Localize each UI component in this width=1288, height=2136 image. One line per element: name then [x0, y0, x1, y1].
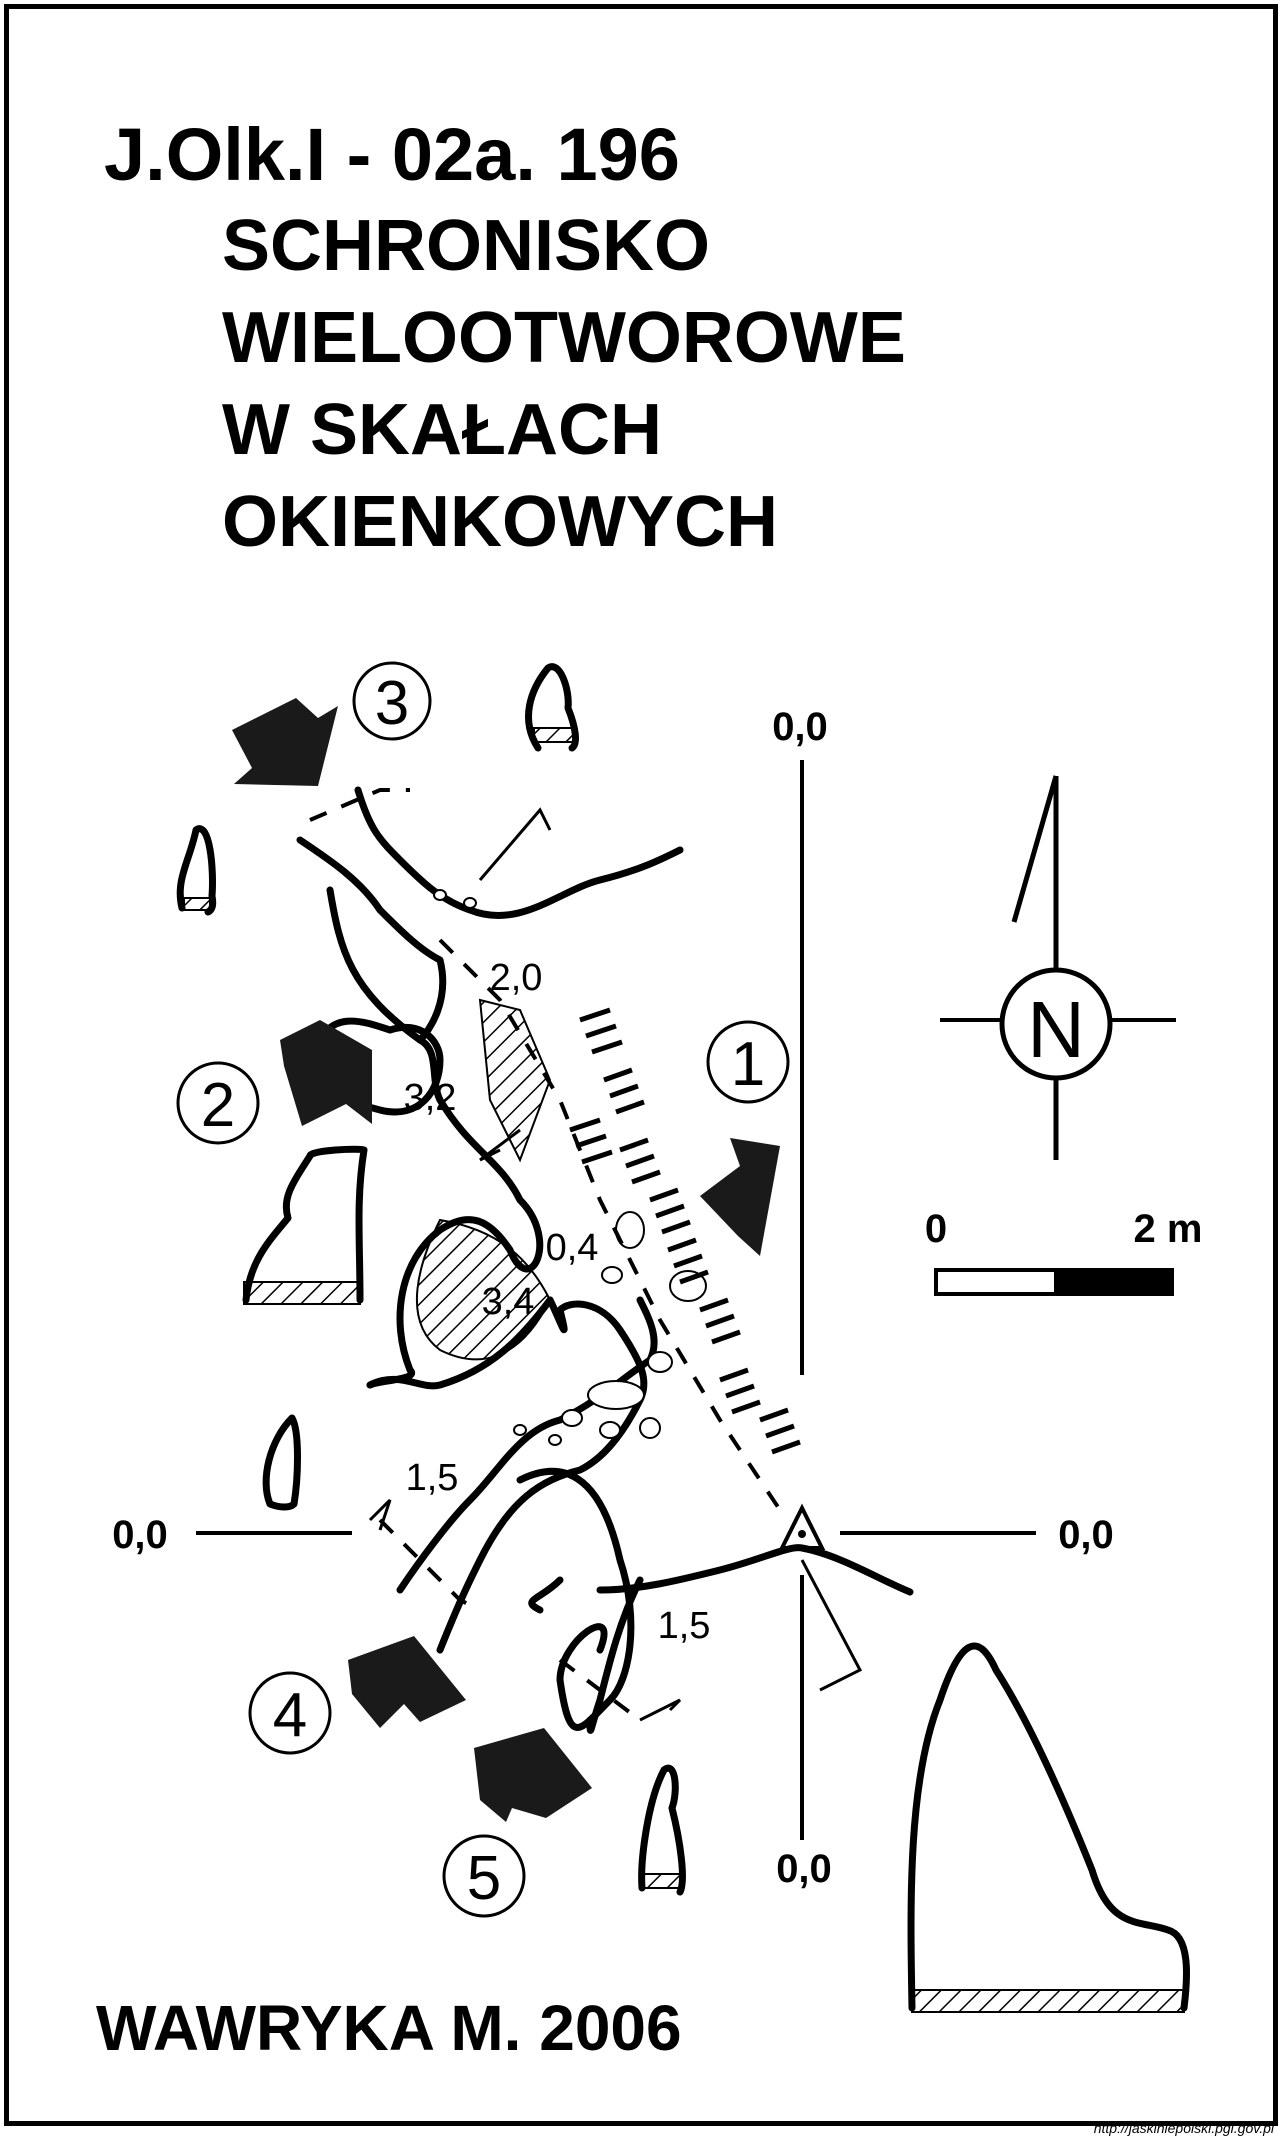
source-url: http://jaskiniepolski.pgi.gov.pl	[1093, 2120, 1274, 2136]
cave-name-line-4: OKIENKOWYCH	[222, 482, 778, 562]
rock-overhang-band	[569, 1007, 801, 1455]
axis-label-top: 0,0	[772, 705, 828, 749]
cave-name-line-3: W SKAŁACH	[222, 390, 662, 470]
axis-label-left: 0,0	[112, 1513, 168, 1557]
entrance-arrow-icon	[700, 1138, 780, 1256]
height-label: 0,4	[546, 1227, 599, 1269]
section-arrows	[368, 807, 863, 1722]
height-label: 2,0	[490, 957, 543, 999]
profile-5	[638, 1764, 686, 1896]
entrance-label-4: 4	[273, 1681, 307, 1750]
entrance-markers	[176, 661, 790, 1918]
profile-2	[242, 1145, 368, 1304]
height-label: 3,2	[404, 1077, 457, 1119]
cave-name-line-2: WIELOOTWOROWE	[222, 298, 906, 378]
entrance-arrow-icon	[280, 1020, 372, 1126]
entrance-arrows	[232, 698, 780, 1822]
profile-floors	[183, 727, 1185, 2013]
axis-label-bottom: 0,0	[776, 1847, 832, 1891]
north-arrow-icon	[940, 775, 1176, 1160]
scale-end-label: 2 m	[1134, 1207, 1203, 1251]
profile-big	[907, 1642, 1190, 2012]
cave-outline	[296, 786, 914, 1734]
height-label: 3,4	[482, 1281, 535, 1323]
axis-lines	[196, 760, 1036, 1840]
datum-triangle-icon	[778, 1503, 826, 1550]
author-credit: WAWRYKA M. 2006	[96, 1992, 682, 2064]
profile-small	[176, 825, 217, 916]
profile-island	[262, 1414, 301, 1511]
axis-label-right: 0,0	[1058, 1513, 1114, 1557]
scale-bar	[934, 1268, 1174, 1296]
cave-hatching	[416, 998, 552, 1361]
entrance-profiles	[176, 663, 1190, 2012]
entrance-arrow-icon	[232, 698, 338, 786]
dripline	[309, 788, 782, 1722]
map-frame	[4, 4, 1278, 2126]
scale-start-label: 0	[925, 1207, 947, 1251]
height-label: 1,5	[658, 1605, 711, 1647]
north-label: N	[1027, 985, 1085, 1074]
cave-code: J.Olk.I - 02a. 196	[104, 113, 680, 196]
entrance-arrow-icon	[348, 1636, 466, 1728]
entrance-label-5: 5	[467, 1844, 501, 1913]
entrance-label-3: 3	[375, 669, 409, 738]
height-label: 1,5	[406, 1457, 459, 1499]
entrance-arrow-icon	[474, 1728, 592, 1822]
cave-name-line-1: SCHRONISKO	[222, 206, 711, 286]
entrance-label-1: 1	[731, 1030, 765, 1099]
entrance-label-2: 2	[201, 1071, 235, 1140]
